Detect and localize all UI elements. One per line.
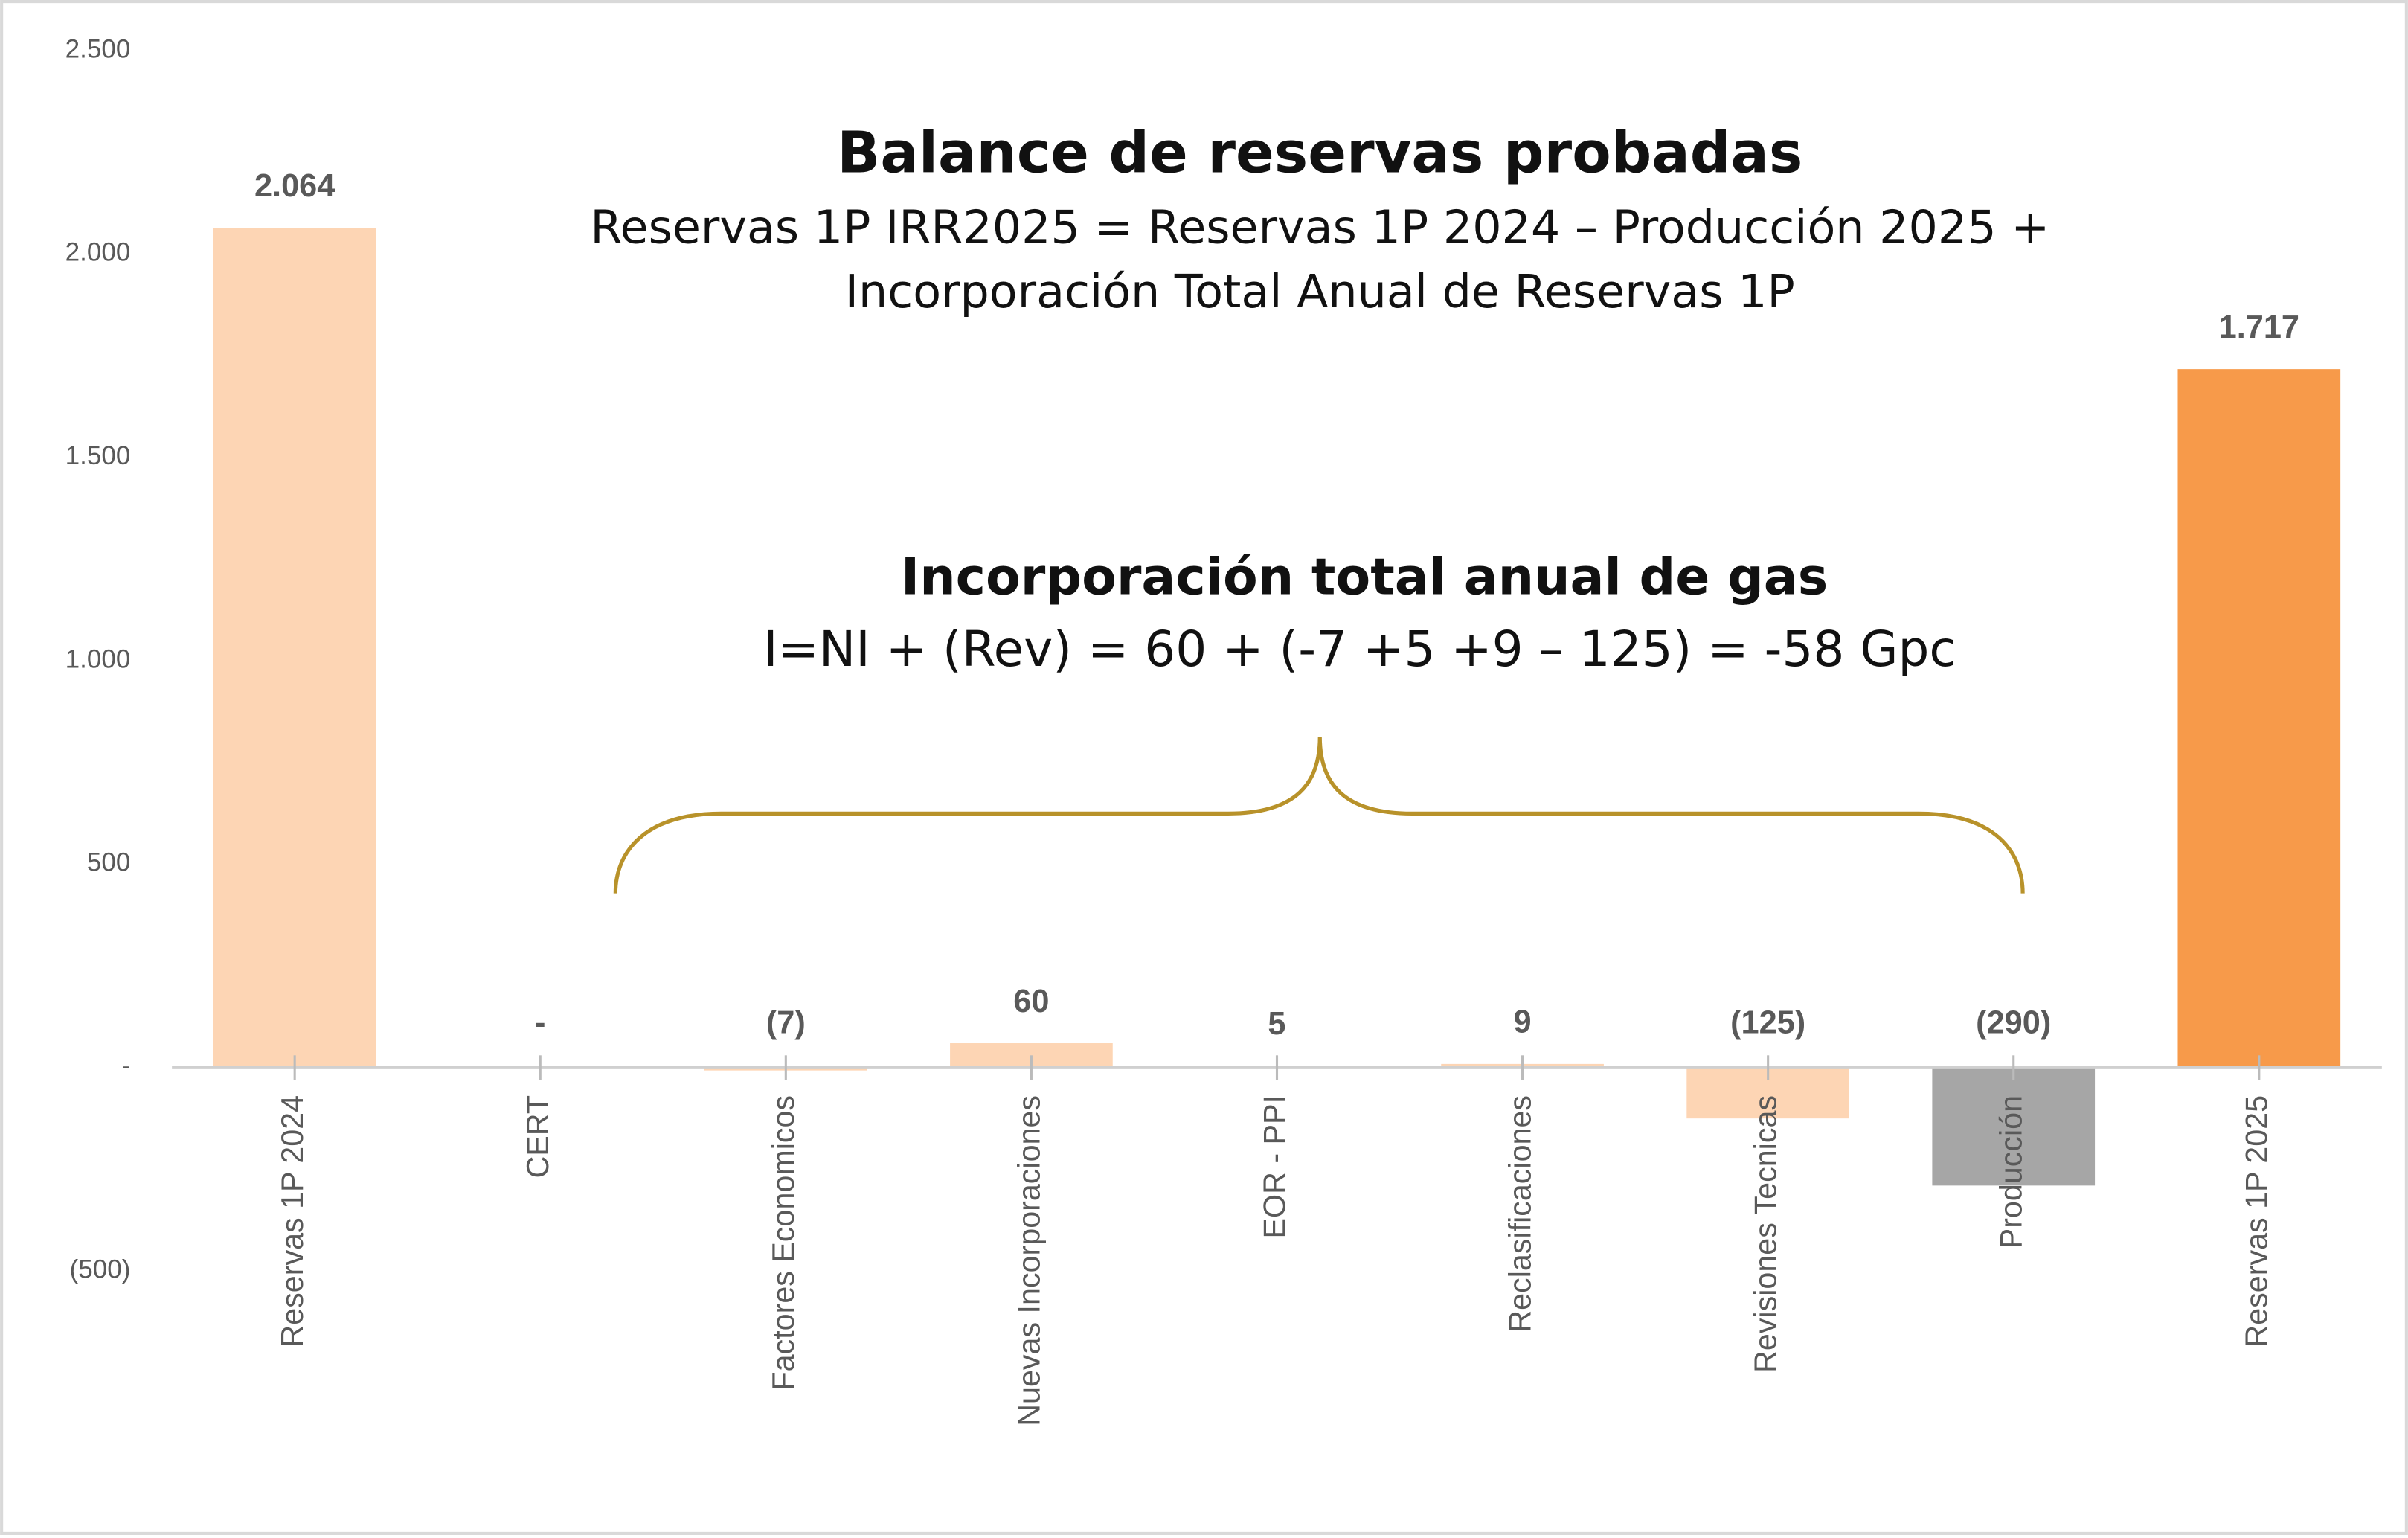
data-label: 5 — [1268, 1006, 1285, 1042]
x-tick-label: CERT — [521, 1095, 555, 1179]
x-tick-label: Nuevas Incorporaciones — [1012, 1095, 1046, 1426]
y-tick-label: 500 — [87, 848, 131, 877]
data-label: - — [535, 1004, 545, 1040]
data-label: 9 — [1514, 1004, 1532, 1040]
x-tick-label: Factores Economicos — [766, 1095, 800, 1391]
y-tick-label: 2.500 — [65, 34, 131, 63]
x-tick-label: Reservas 1P 2025 — [2240, 1095, 2274, 1348]
data-label: 2.064 — [254, 168, 335, 204]
y-tick-label: 2.000 — [65, 238, 131, 267]
annotation-text: I=NI + (Rev) = 60 + (-7 +5 +9 – 125) = -… — [763, 621, 1956, 678]
x-tick-label: Producción — [1994, 1095, 2029, 1249]
bar — [213, 228, 376, 1068]
y-tick-label: - — [122, 1051, 131, 1080]
annotation-title: Incorporación total anual de gas — [901, 548, 1828, 606]
data-label: (290) — [1976, 1004, 2051, 1040]
data-label: 60 — [1013, 984, 1049, 1019]
x-tick-label: EOR - PPI — [1257, 1095, 1291, 1239]
chart-title: Balance de reservas probadas — [837, 120, 1802, 186]
data-label: 1.717 — [2219, 310, 2299, 345]
chart-subtitle: Reservas 1P IRR2025 = Reservas 1P 2024 –… — [590, 201, 2049, 254]
x-tick-label: Reservas 1P 2024 — [275, 1095, 309, 1348]
data-label: (7) — [766, 1004, 806, 1040]
chart-subtitle: Incorporación Total Anual de Reservas 1P — [845, 265, 1795, 318]
y-tick-label: 1.500 — [65, 441, 131, 470]
x-tick-label: Revisiones Tecnicas — [1749, 1095, 1783, 1373]
x-tick-label: Reclasificaciones — [1503, 1095, 1537, 1333]
bar — [1932, 1067, 2096, 1186]
y-tick-label: (500) — [70, 1255, 131, 1284]
brace — [613, 737, 2025, 894]
bar — [2177, 369, 2341, 1068]
y-tick-label: 1.000 — [65, 644, 131, 673]
data-label: (125) — [1730, 1004, 1805, 1040]
